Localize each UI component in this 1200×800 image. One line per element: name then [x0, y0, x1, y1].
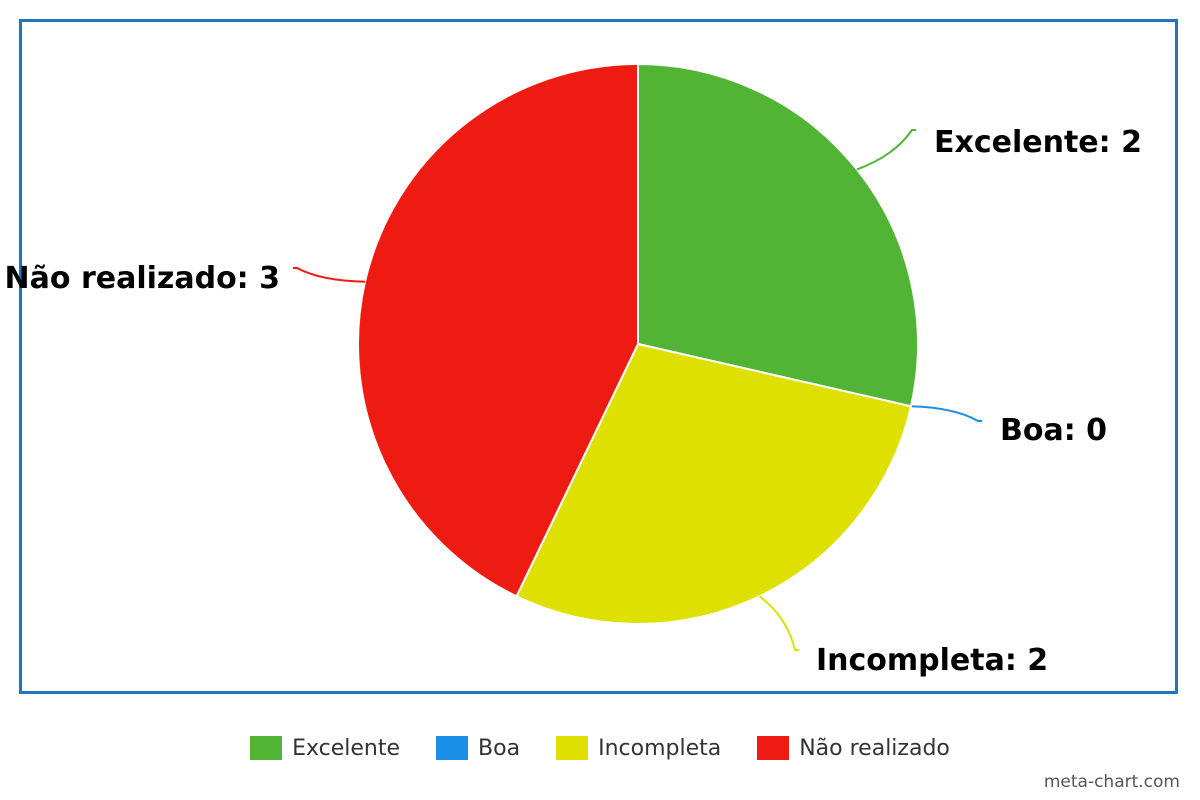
leader-line-incompleta — [758, 595, 799, 651]
pie-slice-incompleta[interactable] — [515, 342, 913, 625]
legend: Excelente Boa Incompleta Não realizado — [0, 730, 1200, 766]
slice-label-nao-realizado: Não realizado: 3 — [5, 261, 280, 296]
legend-swatch-incompleta — [556, 736, 589, 760]
legend-label-boa: Boa — [478, 735, 521, 761]
watermark: meta-chart.com — [1043, 772, 1180, 792]
legend-swatch-nao-realizado — [757, 736, 790, 760]
pie-slice-nao-realizado[interactable] — [357, 62, 639, 598]
leader-line-boa — [910, 405, 982, 422]
legend-item-boa[interactable]: Boa — [436, 736, 520, 761]
leader-line-excelente — [856, 129, 916, 171]
legend-item-excelente[interactable]: Excelente — [250, 736, 400, 761]
slice-label-excelente: Excelente: 2 — [934, 125, 1142, 160]
legend-swatch-boa — [436, 736, 469, 760]
legend-item-nao-realizado[interactable]: Não realizado — [757, 736, 950, 761]
slice-label-incompleta: Incompleta: 2 — [816, 643, 1048, 678]
legend-label-nao-realizado: Não realizado — [799, 735, 950, 761]
legend-label-excelente: Excelente — [292, 735, 401, 761]
pie-slice-excelente[interactable] — [637, 62, 919, 408]
legend-item-incompleta[interactable]: Incompleta — [556, 736, 721, 761]
legend-swatch-excelente — [250, 736, 283, 760]
slice-label-boa: Boa: 0 — [1000, 413, 1107, 448]
leader-line-nao-realizado — [293, 267, 366, 283]
legend-label-incompleta: Incompleta — [598, 735, 722, 761]
